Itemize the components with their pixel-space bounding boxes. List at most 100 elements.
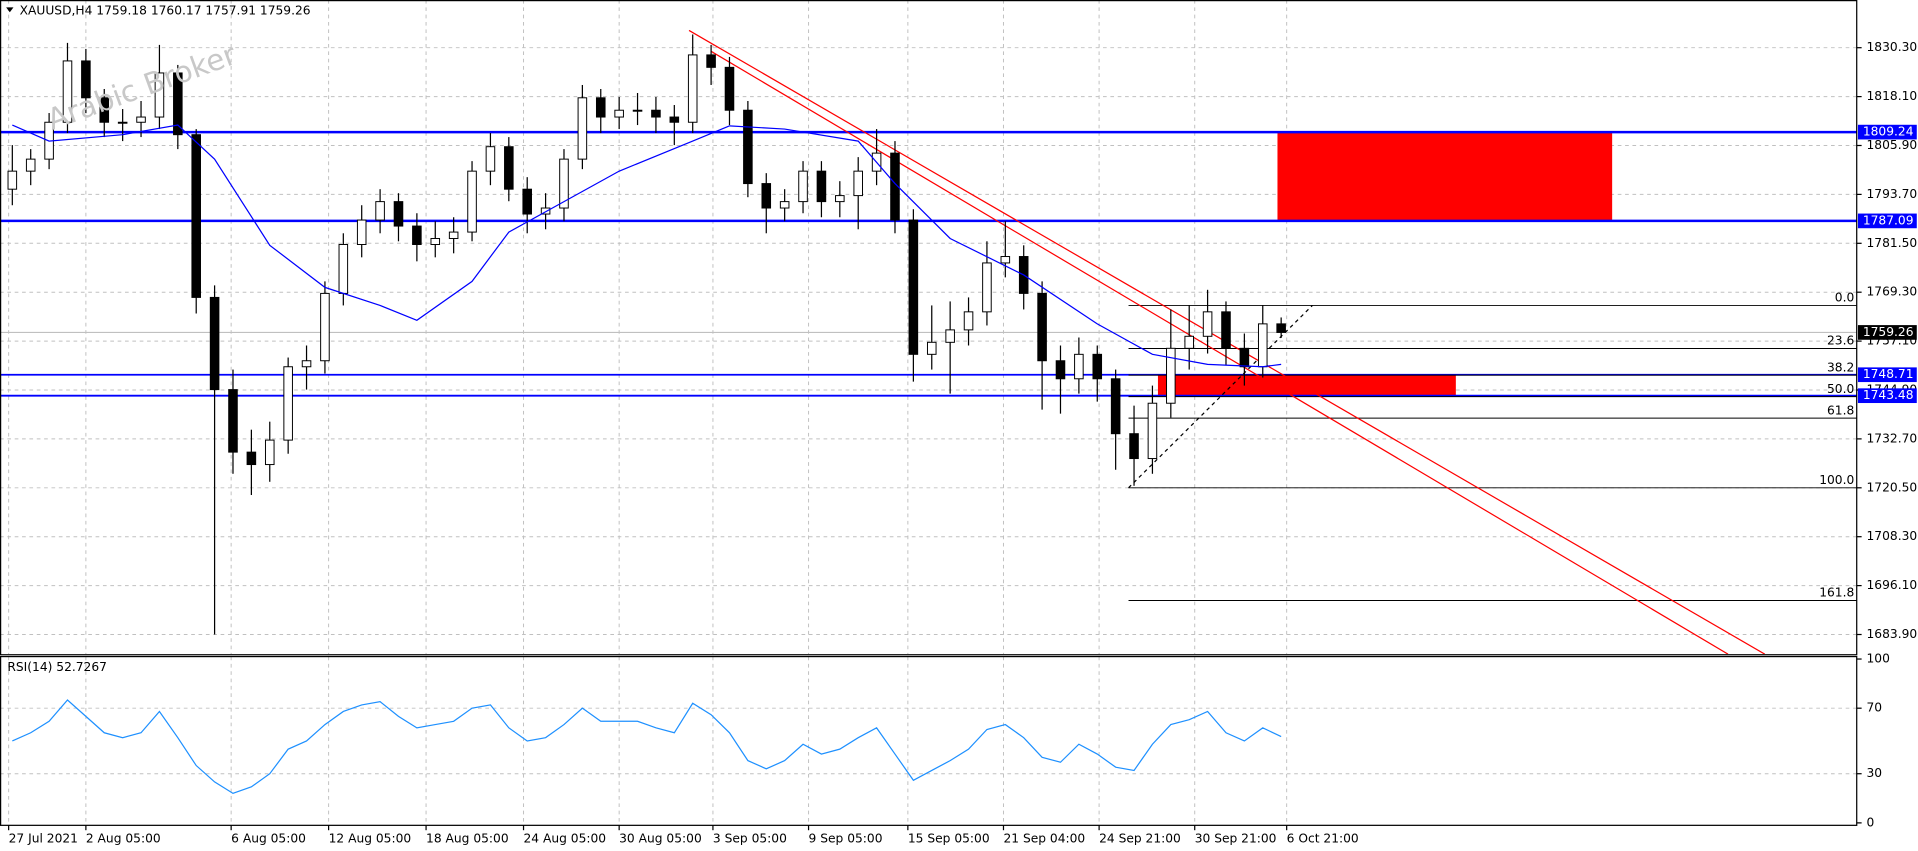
candle-body [1257, 323, 1268, 368]
candle-body [743, 109, 753, 185]
candle-body [81, 60, 91, 99]
candle-body [540, 207, 551, 215]
y-tick-label: 1781.50 [1867, 236, 1918, 250]
fib-label: 0.0 [1835, 291, 1854, 305]
candle-body [393, 201, 404, 227]
candle-body [301, 360, 312, 368]
fib-label: 161.8 [1819, 586, 1854, 600]
fib-label: 61.8 [1827, 403, 1854, 417]
candle-body [154, 72, 165, 118]
candle-body [1276, 323, 1286, 333]
x-tick-label: 27 Jul 2021 [9, 831, 78, 845]
candle-body [835, 195, 845, 203]
candle-body [246, 451, 257, 466]
candle-body [25, 158, 36, 172]
candle-body [467, 170, 477, 233]
x-tick-label: 3 Sep 05:00 [713, 831, 787, 845]
candle-body [191, 134, 201, 298]
candle-body [1202, 311, 1213, 337]
level-label-bg [1857, 213, 1917, 229]
y-tick-label: 1805.90 [1867, 138, 1918, 152]
candle-body [632, 109, 643, 112]
fib-label: 100.0 [1819, 473, 1854, 487]
x-tick-label: 12 Aug 05:00 [329, 831, 412, 845]
x-tick-label: 6 Aug 05:00 [231, 831, 306, 845]
candle-body [1110, 378, 1121, 435]
candle-body [1239, 347, 1250, 368]
x-tick-label: 24 Sep 21:00 [1099, 831, 1181, 845]
candle-body [761, 183, 772, 209]
candle-body [963, 311, 974, 331]
fib-trend [1128, 304, 1313, 489]
candle-body [908, 219, 919, 355]
candle-body [356, 219, 367, 245]
rsi-tick-label: 0 [1867, 815, 1875, 829]
candle-body [559, 158, 569, 209]
x-tick-label: 15 Sep 05:00 [908, 831, 990, 845]
y-tick-label: 1732.70 [1867, 431, 1918, 445]
candle-body [412, 225, 422, 245]
candle-body [1092, 353, 1103, 380]
candle-body [1000, 256, 1011, 264]
x-tick-label: 21 Sep 04:00 [1003, 831, 1085, 845]
candle-body [982, 262, 992, 313]
level-label: 1787.09 [1863, 213, 1914, 227]
candle-body [1129, 433, 1139, 460]
rsi-tick-label: 70 [1867, 701, 1883, 715]
rsi-tick-label: 100 [1867, 652, 1890, 666]
candle-body [1221, 311, 1231, 349]
candle-body [485, 146, 496, 172]
candle-body [651, 109, 661, 118]
candle-body [816, 170, 827, 203]
candle-body [173, 72, 183, 136]
candle-body [1166, 347, 1176, 404]
x-tick-label: 2 Aug 05:00 [86, 831, 161, 845]
x-tick-label: 6 Oct 21:00 [1287, 831, 1359, 845]
candle-body [614, 109, 624, 118]
candle-body [779, 201, 790, 209]
price-label-bg [1857, 325, 1917, 340]
candle-body [7, 170, 18, 190]
candle-body [687, 54, 698, 123]
x-tick-label: 18 Aug 05:00 [426, 831, 509, 845]
candle-body [504, 146, 514, 190]
candle-body [338, 244, 349, 294]
zone [1277, 132, 1613, 221]
moving-average [12, 124, 1282, 368]
axes: 1830.30 1818.10 1805.90 1793.70 1781.50 1769.… [8, 40, 1918, 845]
fib-label: 38.2 [1827, 360, 1854, 374]
candle-body [669, 116, 680, 123]
y-tick-label: 1818.10 [1867, 89, 1918, 103]
candle-body [228, 389, 238, 453]
candle-body [283, 366, 293, 441]
level-label-bg [1857, 124, 1917, 140]
candle-body [1184, 335, 1194, 349]
y-tick-label: 1830.30 [1867, 40, 1918, 54]
level-label: 1743.48 [1863, 388, 1914, 402]
candle-body [853, 170, 863, 197]
candle-body [448, 231, 459, 239]
candle-body [1055, 360, 1066, 380]
level-label: 1809.24 [1863, 125, 1914, 139]
candle-body [430, 238, 441, 245]
candle-body [706, 54, 716, 68]
rsi-frame [0, 655, 1858, 826]
candle-body [1147, 402, 1158, 460]
rsi-line [12, 699, 1282, 795]
x-tick-label: 30 Aug 05:00 [619, 831, 702, 845]
level-label-bg [1857, 388, 1917, 404]
menu-arrow [6, 7, 14, 13]
candle-body [62, 60, 73, 123]
x-tick-label: 24 Aug 05:00 [524, 831, 607, 845]
rsi-label: RSI(14) 52.7267 [7, 660, 107, 674]
candle-body [724, 66, 735, 111]
x-tick-label: 30 Sep 21:00 [1195, 831, 1277, 845]
zone [1157, 374, 1456, 396]
symbol-header: XAUUSD,H4 1759.18 1760.17 1757.91 1759.2… [20, 4, 311, 18]
y-tick-label: 1708.30 [1867, 529, 1918, 543]
candle-body [1074, 353, 1084, 380]
y-tick-label: 1683.90 [1867, 627, 1918, 641]
y-tick-label: 1769.30 [1867, 285, 1918, 299]
candle-body [1037, 292, 1047, 362]
